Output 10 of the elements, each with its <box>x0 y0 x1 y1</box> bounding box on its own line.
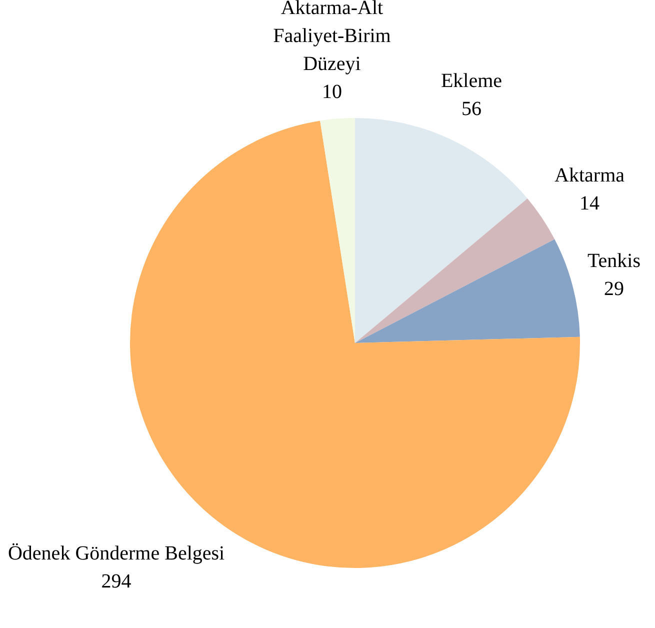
slice-label: Tenkis <box>587 250 641 272</box>
data-label: 56 <box>462 98 482 120</box>
slice-label: Ödenek Gönderme Belgesi <box>8 542 226 565</box>
data-label: 294 <box>101 570 132 593</box>
slice-label: Aktarma <box>554 164 625 187</box>
data-label: 10 <box>322 81 342 104</box>
data-label: 29 <box>604 278 624 300</box>
data-label: 14 <box>580 192 600 215</box>
slice-label: Ekleme <box>440 70 502 92</box>
slice-label: Aktarma-Alt Faaliyet-Birim Düzeyi <box>273 0 392 76</box>
